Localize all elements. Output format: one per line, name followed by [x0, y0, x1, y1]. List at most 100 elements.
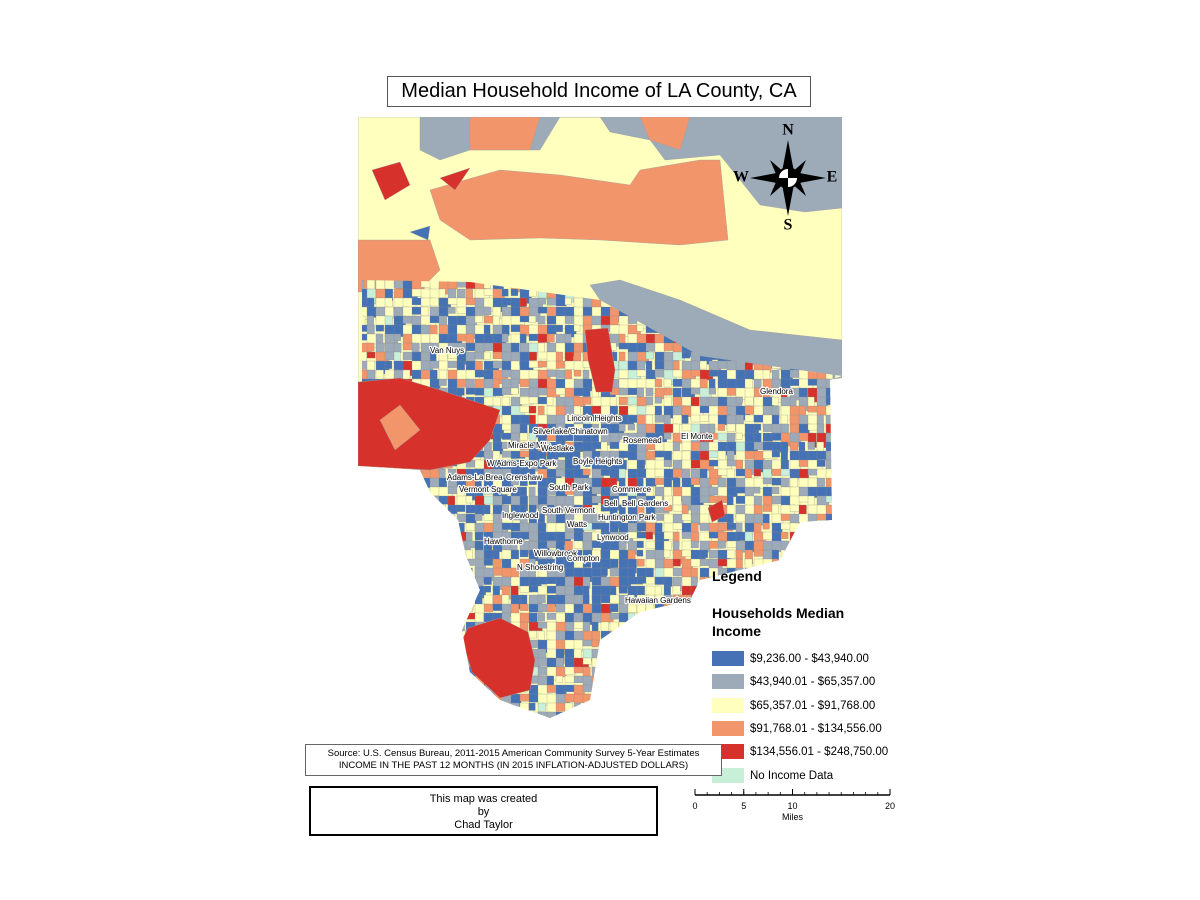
- place-label: Compton: [567, 554, 599, 563]
- place-label: El Monte: [681, 432, 713, 441]
- tract: [528, 486, 536, 498]
- tract: [807, 639, 823, 652]
- tract: [618, 675, 628, 687]
- region: [584, 327, 616, 393]
- tract: [456, 558, 468, 566]
- tract: [600, 675, 616, 689]
- legend-label: $43,940.01 - $65,357.00: [750, 676, 876, 689]
- tract: [447, 558, 456, 571]
- tract: [429, 495, 440, 509]
- tract: [474, 531, 484, 541]
- tract: [681, 396, 692, 406]
- tract: [618, 711, 626, 718]
- tract: [438, 513, 454, 522]
- tract: [645, 648, 655, 661]
- tract: [429, 549, 441, 565]
- tract: [402, 630, 414, 643]
- tract: [456, 612, 465, 620]
- tract: [780, 540, 790, 551]
- tract: [384, 540, 397, 549]
- tract: [591, 522, 603, 530]
- tract: [483, 702, 494, 710]
- source-line: Source: U.S. Census Bureau, 2011-2015 Am…: [327, 748, 700, 759]
- tract: [744, 585, 758, 599]
- tract: [726, 549, 736, 559]
- tract: [726, 468, 735, 479]
- tract: [456, 576, 467, 586]
- tract: [582, 558, 592, 568]
- tract: [663, 576, 673, 587]
- tract: [609, 711, 625, 718]
- tract: [726, 594, 739, 605]
- tract: [429, 639, 440, 653]
- place-label: Miracle Mile: [508, 441, 551, 450]
- tract: [546, 324, 557, 335]
- tract: [645, 531, 654, 540]
- region: [461, 617, 536, 699]
- tract: [771, 549, 779, 561]
- tract: [362, 477, 373, 485]
- tract: [726, 423, 736, 432]
- tract: [789, 540, 799, 555]
- tract: [555, 297, 567, 307]
- tract: [429, 603, 442, 613]
- tract: [681, 630, 692, 641]
- tract: [438, 639, 449, 652]
- region: [429, 159, 729, 246]
- tract: [690, 666, 706, 677]
- tract: [447, 531, 457, 542]
- tract: [438, 288, 446, 298]
- legend-title: Legend: [712, 568, 762, 584]
- tract: [816, 477, 825, 487]
- tract: [447, 549, 458, 563]
- tract: [366, 648, 375, 656]
- legend-swatch: [712, 720, 744, 736]
- tract: [537, 405, 545, 417]
- tract: [681, 414, 689, 424]
- tract: [366, 324, 375, 335]
- tract: [798, 540, 810, 553]
- tract: [672, 711, 680, 718]
- tract: [555, 387, 566, 395]
- tract: [708, 549, 719, 559]
- tract: [411, 477, 422, 490]
- tract: [375, 522, 387, 537]
- tract: [600, 702, 614, 715]
- tract: [483, 351, 491, 361]
- tract: [645, 450, 656, 460]
- tract: [834, 549, 842, 559]
- tract: [834, 378, 842, 389]
- tract: [384, 504, 401, 514]
- tract: [375, 630, 384, 646]
- place-label: Crenshaw: [506, 473, 542, 482]
- tract: [402, 522, 418, 534]
- tract: [362, 612, 369, 626]
- tract: [420, 639, 432, 655]
- tract: [420, 603, 429, 618]
- tract: [636, 603, 646, 616]
- tract: [834, 441, 842, 453]
- tract: [834, 504, 842, 517]
- tract: [447, 585, 458, 600]
- tract: [699, 702, 709, 712]
- tract: [411, 369, 423, 379]
- tract: [672, 675, 685, 691]
- tract: [654, 684, 665, 700]
- tract: [362, 315, 366, 328]
- tract: [663, 657, 671, 668]
- tract: [375, 468, 391, 485]
- tract: [411, 549, 424, 562]
- tract: [465, 558, 475, 566]
- tract: [438, 675, 446, 684]
- legend-subtitle: Households Median Income: [712, 605, 845, 639]
- tract: [447, 603, 457, 618]
- tract: [366, 666, 381, 678]
- tract: [402, 711, 415, 718]
- tract: [762, 495, 773, 506]
- tract: [411, 540, 425, 552]
- tract: [834, 477, 842, 488]
- tract: [816, 558, 828, 568]
- tract: [362, 711, 370, 718]
- legend-swatch: [712, 697, 744, 713]
- tract: [627, 630, 641, 643]
